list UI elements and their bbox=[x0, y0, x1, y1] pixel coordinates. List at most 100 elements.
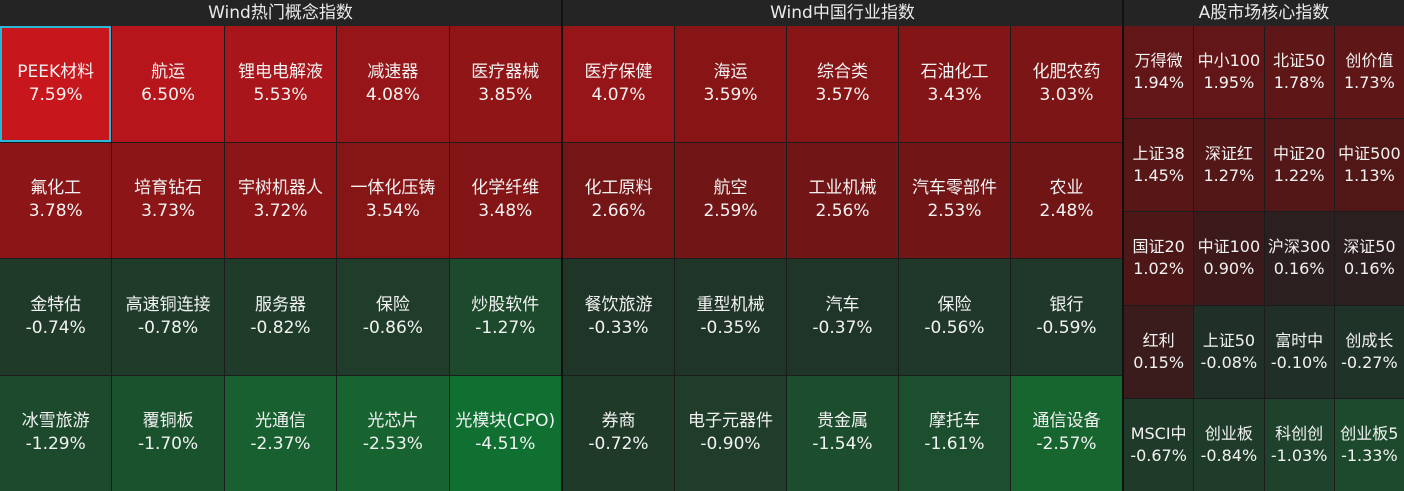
index-tile[interactable]: 化学纤维 3.48% bbox=[449, 142, 561, 258]
tile-change: 1.13% bbox=[1343, 166, 1395, 186]
tile-name: 电子元器件 bbox=[688, 411, 773, 432]
index-tile[interactable]: 培育钻石 3.73% bbox=[112, 142, 224, 258]
index-tile[interactable]: 高速铜连接 -0.78% bbox=[112, 259, 224, 375]
tile-name: 服务器 bbox=[254, 294, 306, 315]
index-tile[interactable]: 通信设备 -2.57% bbox=[1011, 375, 1122, 491]
index-tile[interactable]: 深证红 1.27% bbox=[1194, 119, 1264, 212]
index-tile[interactable]: 光芯片 -2.53% bbox=[337, 375, 449, 491]
tile-name: 创价值 bbox=[1345, 51, 1394, 71]
index-tile[interactable]: 炒股软件 -1.27% bbox=[449, 259, 561, 375]
tile-change: -1.29% bbox=[25, 434, 86, 455]
index-tile[interactable]: 餐饮旅游 -0.33% bbox=[563, 259, 674, 375]
tile-name: 贵金属 bbox=[817, 411, 868, 432]
tile-name: 保险 bbox=[375, 294, 410, 315]
tile-change: -0.35% bbox=[700, 317, 761, 338]
index-tile[interactable]: 上证50 -0.08% bbox=[1194, 305, 1264, 398]
index-tile[interactable]: 海运 3.59% bbox=[675, 26, 786, 142]
tile-change: 2.53% bbox=[927, 201, 982, 222]
tile-change: 1.95% bbox=[1203, 73, 1255, 93]
tile-change: -0.74% bbox=[25, 317, 86, 338]
index-tile[interactable]: 保险 -0.56% bbox=[899, 259, 1010, 375]
tile-change: -1.03% bbox=[1270, 445, 1328, 465]
index-tile[interactable]: 上证38 1.45% bbox=[1124, 119, 1194, 212]
tile-change: -1.54% bbox=[812, 434, 873, 455]
tile-change: 1.78% bbox=[1273, 73, 1325, 93]
tile-name: 券商 bbox=[601, 411, 636, 432]
index-tile[interactable]: 电子元器件 -0.90% bbox=[675, 375, 786, 491]
index-tile[interactable]: 深证50 0.16% bbox=[1334, 212, 1404, 305]
tile-name: 创业板5 bbox=[1340, 423, 1399, 443]
index-tile[interactable]: 锂电电解液 5.53% bbox=[224, 26, 337, 142]
index-tile[interactable]: 创价值 1.73% bbox=[1334, 26, 1404, 119]
index-tile[interactable]: 万得微 1.94% bbox=[1124, 26, 1194, 119]
tile-name: 万得微 bbox=[1134, 51, 1183, 71]
index-tile[interactable]: 一体化压铸 3.54% bbox=[337, 142, 449, 258]
tile-change: 2.56% bbox=[815, 201, 870, 222]
core-index-panel: A股市场核心指数 万得微 1.94% 中小100 1.95% 北证50 1.78% 创价值 1… bbox=[1124, 0, 1404, 491]
index-tile[interactable]: 汽车零部件 2.53% bbox=[899, 142, 1010, 258]
index-tile[interactable]: 医疗器械 3.85% bbox=[449, 26, 561, 142]
index-tile[interactable]: MSCI中 -0.67% bbox=[1124, 398, 1194, 491]
tile-name: 重型机械 bbox=[696, 294, 765, 315]
index-tile[interactable]: 摩托车 -1.61% bbox=[899, 375, 1010, 491]
index-tile[interactable]: 减速器 4.08% bbox=[337, 26, 449, 142]
index-tile[interactable]: 中证500 1.13% bbox=[1334, 119, 1404, 212]
index-tile[interactable]: 石油化工 3.43% bbox=[899, 26, 1010, 142]
index-tile[interactable]: 金特估 -0.74% bbox=[0, 259, 112, 375]
tile-change: -4.51% bbox=[475, 434, 536, 455]
tile-change: -0.84% bbox=[1200, 445, 1258, 465]
tile-name: 国证20 bbox=[1132, 237, 1185, 257]
index-tile[interactable]: 创业板 -0.84% bbox=[1194, 398, 1264, 491]
index-tile[interactable]: 工业机械 2.56% bbox=[787, 142, 898, 258]
index-tile[interactable]: 银行 -0.59% bbox=[1011, 259, 1122, 375]
tile-name: 航运 bbox=[151, 61, 186, 82]
tile-name: 锂电电解液 bbox=[237, 61, 323, 82]
index-tile[interactable]: 服务器 -0.82% bbox=[224, 259, 337, 375]
index-tile[interactable]: 国证20 1.02% bbox=[1124, 212, 1194, 305]
index-tile[interactable]: 创成长 -0.27% bbox=[1334, 305, 1404, 398]
panel-title: Wind中国行业指数 bbox=[563, 0, 1122, 26]
index-tile[interactable]: 科创创 -1.03% bbox=[1264, 398, 1334, 491]
index-tile[interactable]: 汽车 -0.37% bbox=[787, 259, 898, 375]
index-tile[interactable]: 券商 -0.72% bbox=[563, 375, 674, 491]
index-tile[interactable]: 重型机械 -0.35% bbox=[675, 259, 786, 375]
index-tile[interactable]: 综合类 3.57% bbox=[787, 26, 898, 142]
tile-name: 银行 bbox=[1049, 294, 1084, 315]
tile-change: 0.90% bbox=[1203, 259, 1255, 279]
index-tile[interactable]: 农业 2.48% bbox=[1011, 142, 1122, 258]
index-tile[interactable]: 光通信 -2.37% bbox=[224, 375, 337, 491]
index-tile[interactable]: 航空 2.59% bbox=[675, 142, 786, 258]
index-tile[interactable]: PEEK材料 7.59% bbox=[0, 26, 112, 142]
index-tile[interactable]: 航运 6.50% bbox=[112, 26, 224, 142]
tile-name: 培育钻石 bbox=[134, 178, 203, 199]
tile-name: 化肥农药 bbox=[1032, 61, 1101, 82]
index-tile[interactable]: 化工原料 2.66% bbox=[563, 142, 674, 258]
tile-change: 7.59% bbox=[28, 84, 83, 105]
index-tile[interactable]: 创业板5 -1.33% bbox=[1334, 398, 1404, 491]
tile-name: 中证100 bbox=[1197, 237, 1261, 257]
tile-change: -0.82% bbox=[250, 317, 311, 338]
tile-name: 金特估 bbox=[30, 294, 82, 315]
index-tile[interactable]: 贵金属 -1.54% bbox=[787, 375, 898, 491]
index-tile[interactable]: 中小100 1.95% bbox=[1194, 26, 1264, 119]
index-tile[interactable]: 医疗保健 4.07% bbox=[563, 26, 674, 142]
tile-change: 1.02% bbox=[1133, 259, 1185, 279]
index-tile[interactable]: 中证20 1.22% bbox=[1264, 119, 1334, 212]
index-tile[interactable]: 保险 -0.86% bbox=[337, 259, 449, 375]
index-tile[interactable]: 光模块(CPO) -4.51% bbox=[449, 375, 561, 491]
tile-name: 创成长 bbox=[1345, 330, 1394, 350]
index-tile[interactable]: 冰雪旅游 -1.29% bbox=[0, 375, 112, 491]
index-tile[interactable]: 氟化工 3.78% bbox=[0, 142, 112, 258]
index-tile[interactable]: 沪深300 0.16% bbox=[1264, 212, 1334, 305]
tile-name: 石油化工 bbox=[920, 61, 989, 82]
index-tile[interactable]: 富时中 -0.10% bbox=[1264, 305, 1334, 398]
tile-change: 1.94% bbox=[1133, 73, 1185, 93]
index-tile[interactable]: 红利 0.15% bbox=[1124, 305, 1194, 398]
index-tile[interactable]: 覆铜板 -1.70% bbox=[112, 375, 224, 491]
index-tile[interactable]: 宇树机器人 3.72% bbox=[224, 142, 337, 258]
index-tile[interactable]: 中证100 0.90% bbox=[1194, 212, 1264, 305]
tile-change: 1.73% bbox=[1343, 73, 1395, 93]
industry-heatmap: 医疗保健 4.07% 海运 3.59% 综合类 3.57% 石油化工 3.43% 化肥农药 3.0… bbox=[563, 26, 1122, 491]
index-tile[interactable]: 北证50 1.78% bbox=[1264, 26, 1334, 119]
index-tile[interactable]: 化肥农药 3.03% bbox=[1011, 26, 1122, 142]
